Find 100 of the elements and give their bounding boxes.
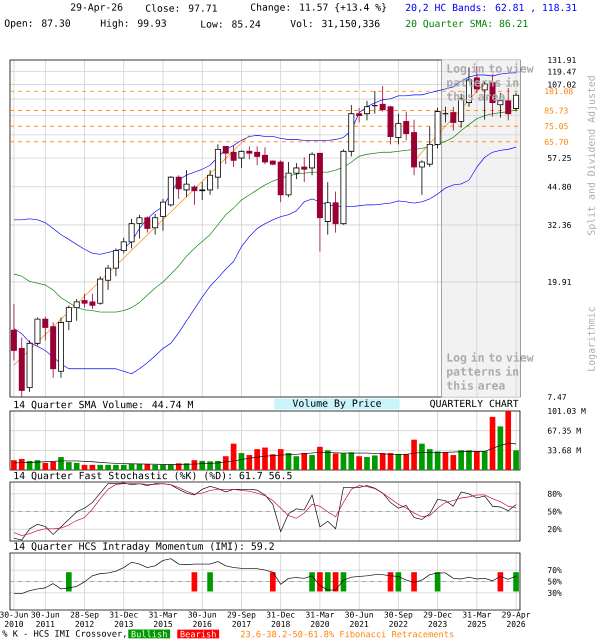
x-tick-label: 31-Dec 2018 bbox=[266, 612, 294, 627]
y-tick-label: 44.80 bbox=[548, 184, 571, 190]
candlestick bbox=[112, 248, 119, 277]
candlestick bbox=[262, 146, 268, 165]
text: 23.6-38.2-50-61.8% Fibonacci Retracements bbox=[240, 630, 454, 638]
bar bbox=[380, 453, 386, 470]
candlestick bbox=[301, 156, 308, 183]
bar bbox=[317, 446, 323, 470]
candlestick bbox=[191, 184, 198, 206]
chart-title: 14 Quarter SMA Volume: 44.74 M bbox=[14, 400, 193, 410]
candlestick bbox=[82, 293, 88, 308]
text: Vol: 31,150,336 bbox=[290, 20, 380, 28]
bar bbox=[42, 462, 48, 470]
bar bbox=[105, 464, 111, 470]
y-tick-label: 20% bbox=[548, 526, 562, 532]
bar bbox=[498, 426, 504, 470]
x-tick-label: 31-Mar 2015 bbox=[149, 612, 178, 627]
bar bbox=[74, 462, 80, 470]
bar bbox=[90, 464, 96, 470]
candlestick bbox=[89, 293, 96, 310]
candlestick bbox=[505, 88, 512, 121]
candlestick bbox=[380, 85, 386, 112]
candlestick bbox=[286, 162, 292, 198]
candlestick bbox=[324, 182, 331, 235]
bar bbox=[411, 440, 417, 470]
bar bbox=[113, 464, 119, 470]
chart-title: 14 Quarter HCS Intraday Momentum (IMI): 59.2 bbox=[14, 542, 274, 552]
bar bbox=[222, 456, 229, 470]
bar bbox=[207, 461, 213, 470]
bar bbox=[466, 450, 472, 470]
bar bbox=[34, 460, 40, 470]
bar bbox=[192, 460, 198, 470]
bar bbox=[66, 462, 72, 470]
bar bbox=[482, 451, 488, 470]
bar bbox=[403, 454, 410, 470]
x-tick-label: 30-Jun 2010 bbox=[0, 612, 28, 627]
y-tick-label: 131.91 bbox=[548, 56, 576, 64]
candlestick bbox=[199, 182, 206, 200]
candlestick bbox=[136, 214, 142, 240]
bar bbox=[513, 450, 519, 470]
candlestick bbox=[176, 174, 182, 200]
candlestick bbox=[450, 106, 456, 131]
y-tick-label: 7.47 bbox=[548, 394, 566, 400]
bar bbox=[309, 455, 315, 470]
text: 29-Apr-26 bbox=[70, 3, 122, 13]
bar bbox=[490, 416, 496, 470]
y-tick-label: 32.36 bbox=[548, 222, 571, 228]
candlestick bbox=[309, 152, 316, 176]
bar bbox=[160, 464, 166, 470]
text: Change: 11.57 {+13.4 %} bbox=[250, 3, 386, 13]
candlestick bbox=[418, 160, 425, 196]
x-tick-label: 30-Jun 2021 bbox=[345, 612, 373, 627]
bar bbox=[324, 450, 331, 470]
y-tick-label: 67.35 M bbox=[548, 428, 581, 434]
y-tick-label: 30% bbox=[548, 590, 562, 596]
x-tick-label: 29-Dec 2023 bbox=[424, 612, 452, 627]
bar bbox=[128, 464, 134, 470]
x-tick-label: 31-Mar 2025 bbox=[462, 612, 491, 627]
text: Logarithmic bbox=[587, 307, 597, 371]
ref-line-label: 65.70 bbox=[544, 138, 568, 145]
y-tick-label: 107.02 bbox=[548, 82, 576, 88]
text: Bearish bbox=[180, 630, 216, 638]
bar bbox=[82, 464, 88, 470]
candlestick bbox=[364, 100, 370, 121]
text: QUARTERLY CHART bbox=[430, 400, 518, 408]
bar bbox=[11, 460, 17, 470]
bar bbox=[58, 457, 64, 470]
bar bbox=[294, 456, 300, 470]
candlestick bbox=[332, 191, 339, 234]
bar bbox=[505, 411, 512, 470]
bar bbox=[230, 444, 236, 470]
text: Bullish bbox=[132, 630, 167, 638]
y-tick-label: 19.91 bbox=[548, 278, 571, 285]
bar bbox=[238, 453, 244, 470]
candlestick bbox=[442, 106, 449, 123]
bar bbox=[184, 463, 190, 470]
candlestick bbox=[238, 150, 244, 168]
y-tick-label: 80% bbox=[548, 490, 562, 497]
ref-line-label: 101.08 bbox=[545, 88, 573, 94]
y-tick-label: 119.47 bbox=[548, 68, 576, 75]
text: Close: 97.71 bbox=[146, 4, 217, 12]
text: % K - HCS IMI Crossover, bbox=[2, 630, 126, 638]
y-tick-label: 70% bbox=[548, 567, 562, 574]
candlestick bbox=[356, 107, 362, 123]
bar bbox=[120, 464, 127, 470]
candlestick bbox=[160, 198, 166, 232]
bar bbox=[199, 460, 206, 470]
candlestick bbox=[10, 304, 17, 361]
candlestick bbox=[395, 113, 402, 145]
bar bbox=[364, 457, 370, 470]
x-tick-label: 30-Jun 2016 bbox=[188, 612, 216, 627]
text: 20 Quarter SMA: 86.21 bbox=[406, 20, 528, 28]
candlestick bbox=[207, 170, 214, 196]
bar bbox=[270, 454, 276, 470]
bar bbox=[50, 462, 56, 470]
bar bbox=[144, 464, 150, 470]
bar bbox=[340, 453, 346, 470]
text: Open: 87.30 bbox=[4, 19, 70, 29]
y-axis-title: Split and Dividend Adjusted bbox=[587, 76, 597, 235]
x-tick-label: 29-Apr 2026 bbox=[502, 612, 530, 627]
